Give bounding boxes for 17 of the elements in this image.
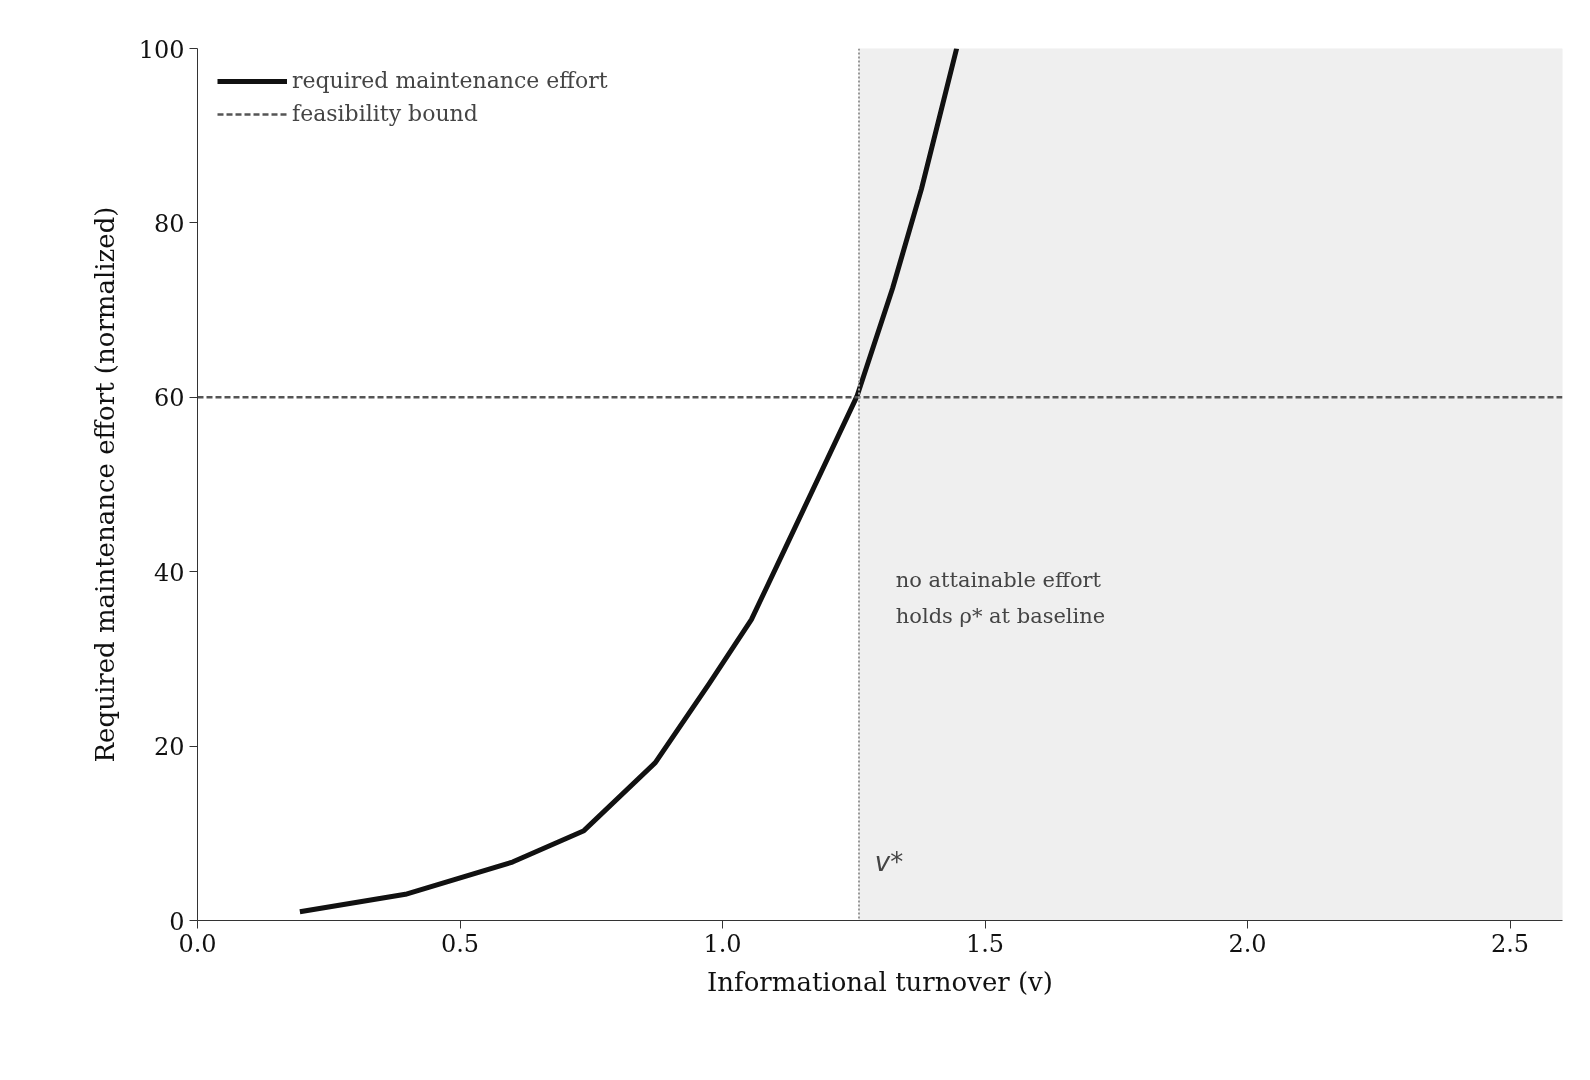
x-tick-label: 0.0 — [178, 929, 217, 958]
y-tick-label: 80 — [153, 209, 185, 238]
x-tick-label: 1.5 — [965, 929, 1005, 958]
x-tick-label: 1.0 — [703, 929, 742, 958]
y-tick-label: 100 — [138, 35, 185, 64]
y-tick-label: 40 — [153, 558, 185, 587]
x-tick-label: 0.5 — [440, 929, 480, 958]
y-tick-label: 60 — [153, 384, 185, 413]
band-label: no attainable effort holds ρ* at baseline — [895, 567, 1106, 628]
ref-line-label: v* — [874, 846, 904, 877]
x-tick-label: 2.0 — [1228, 929, 1267, 958]
y-tick-label: 20 — [153, 733, 185, 762]
y-axis-title: Required maintenance effort (normalized) — [89, 206, 120, 763]
x-tick-label: 2.5 — [1490, 929, 1530, 958]
legend-label: feasibility bound — [292, 101, 478, 126]
legend-label: required maintenance effort — [292, 68, 608, 93]
x-axis-title: Informational turnover (v) — [707, 966, 1053, 997]
